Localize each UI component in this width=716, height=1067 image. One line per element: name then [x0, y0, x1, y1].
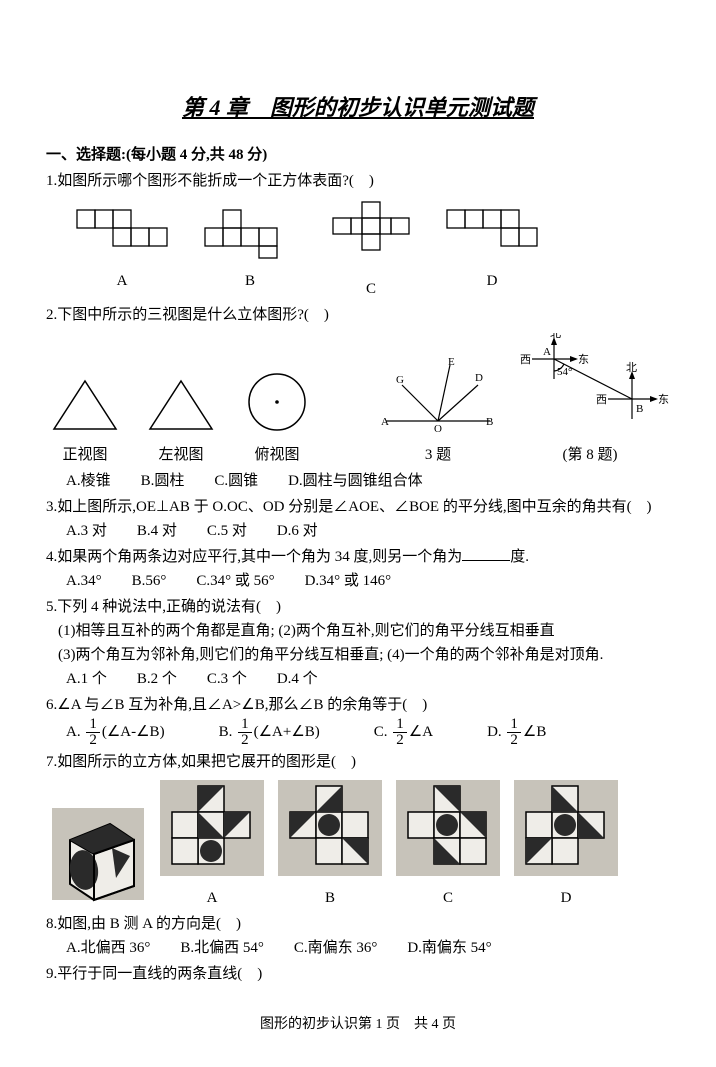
- q4-blank: [462, 546, 510, 561]
- q6-opt-b: B. 12(∠A+∠B): [219, 717, 320, 748]
- q5-options: A.1 个 B.2 个 C.3 个 D.4 个: [66, 667, 670, 691]
- q2-front-view: 正视图: [50, 377, 120, 467]
- net-b-svg: [278, 780, 382, 876]
- q8-figure: 北东西 北东西 AB 54° (第 8 题): [510, 333, 670, 467]
- net-a-svg: [76, 209, 168, 259]
- q7-net-c: C: [396, 780, 500, 910]
- compass-svg: 北东西 北东西 AB 54°: [510, 333, 670, 433]
- frac-icon: 12: [507, 717, 521, 748]
- q2-options: A.棱锥 B.圆柱 C.圆锥 D.圆柱与圆锥组合体: [66, 469, 670, 493]
- q1-net-d: D: [446, 209, 538, 293]
- q3-options: A.3 对 B.4 对 C.5 对 D.6 对: [66, 519, 670, 543]
- triangle-left: [146, 377, 216, 433]
- q9-stem: 9.平行于同一直线的两条直线( ): [46, 962, 670, 986]
- q7-label-a: A: [160, 886, 264, 910]
- svg-text:北: 北: [550, 333, 561, 340]
- svg-text:E: E: [448, 356, 455, 368]
- q4-stem-pre: 4.如果两个角两条边对应平行,其中一个角为 34 度,则另一个角为: [46, 549, 462, 565]
- svg-text:54°: 54°: [557, 366, 572, 378]
- q7-net-b: B: [278, 780, 382, 910]
- net-d-svg: [514, 780, 618, 876]
- q1-net-a: A: [76, 209, 168, 293]
- page-footer: 图形的初步认识第 1 页 共 4 页: [46, 1014, 670, 1036]
- page-title: 第 4 章 图形的初步认识单元测试题: [46, 90, 670, 125]
- net-a-svg: [160, 780, 264, 876]
- svg-text:A: A: [543, 346, 551, 358]
- q3-figure: A O B D E G 3 题: [378, 355, 498, 467]
- q8-options: A.北偏西 36° B.北偏西 54° C.南偏东 36° D.南偏东 54°: [66, 936, 670, 960]
- exam-page: 第 4 章 图形的初步认识单元测试题 一、选择题:(每小题 4 分,共 48 分…: [0, 0, 716, 1067]
- q2-top-view: 俯视图: [242, 371, 312, 467]
- q7-net-d: D: [514, 780, 618, 910]
- circle-top: [242, 371, 312, 433]
- q6-stem: 6.∠A 与∠B 互为补角,且∠A>∠B,那么∠B 的余角等于( ): [46, 693, 670, 717]
- q7-cube: [50, 806, 146, 910]
- q6-opt-c: C. 12∠A: [374, 717, 433, 748]
- q7-net-a: A: [160, 780, 264, 910]
- svg-text:D: D: [475, 372, 483, 384]
- svg-text:A: A: [381, 416, 389, 428]
- q1-net-b: B: [204, 209, 296, 293]
- q7-label-d: D: [514, 886, 618, 910]
- svg-text:B: B: [636, 403, 643, 415]
- q2-diagrams: 正视图 左视图 俯视图 A O B D E: [50, 333, 670, 467]
- q6-opt-d: D. 12∠B: [487, 717, 546, 748]
- q1-label-b: B: [204, 269, 296, 293]
- frac-icon: 12: [86, 717, 100, 748]
- q7-diagrams: A B: [50, 780, 670, 910]
- svg-text:东: 东: [658, 393, 669, 406]
- q2-top-label: 俯视图: [242, 443, 312, 467]
- q6-opt-a: A. 12(∠A-∠B): [66, 717, 165, 748]
- q8-caption: (第 8 题): [510, 443, 670, 467]
- q7-label-c: C: [396, 886, 500, 910]
- svg-text:东: 东: [578, 353, 589, 366]
- q2-left-label: 左视图: [146, 443, 216, 467]
- cube-svg: [50, 806, 146, 902]
- svg-text:O: O: [434, 423, 442, 433]
- q1-label-d: D: [446, 269, 538, 293]
- q5-line1: (1)相等且互补的两个角都是直角; (2)两个角互补,则它们的角平分线互相垂直: [58, 619, 670, 643]
- q4-options: A.34° B.56° C.34° 或 56° D.34° 或 146°: [66, 569, 670, 593]
- frac-icon: 12: [393, 717, 407, 748]
- svg-text:西: 西: [596, 394, 607, 406]
- q8-stem: 8.如图,由 B 测 A 的方向是( ): [46, 912, 670, 936]
- q1-label-a: A: [76, 269, 168, 293]
- q6-options: A. 12(∠A-∠B) B. 12(∠A+∠B) C. 12∠A D. 12∠…: [66, 717, 670, 748]
- q4-stem: 4.如果两个角两条边对应平行,其中一个角为 34 度,则另一个角为 度.: [46, 545, 670, 569]
- q1-net-c: C: [332, 201, 410, 301]
- q2-left-view: 左视图: [146, 377, 216, 467]
- net-c-svg: [396, 780, 500, 876]
- net-c-svg: [332, 201, 410, 267]
- net-b-svg: [204, 209, 296, 259]
- q3-stem: 3.如上图所示,OE⊥AB 于 O.OC、OD 分别是∠AOE、∠BOE 的平分…: [46, 495, 670, 519]
- q1-stem: 1.如图所示哪个图形不能折成一个正方体表面?( ): [46, 169, 670, 193]
- rays-svg: A O B D E G: [378, 355, 498, 433]
- svg-text:西: 西: [520, 354, 531, 366]
- q1-label-c: C: [332, 277, 410, 301]
- net-d-svg: [446, 209, 538, 259]
- q5-stem: 5.下列 4 种说法中,正确的说法有( ): [46, 595, 670, 619]
- q1-diagrams: A B C: [76, 201, 670, 301]
- q7-label-b: B: [278, 886, 382, 910]
- q4-stem-post: 度.: [510, 549, 529, 565]
- q2-front-label: 正视图: [50, 443, 120, 467]
- svg-text:北: 北: [626, 361, 637, 374]
- q2-stem: 2.下图中所示的三视图是什么立体图形?( ): [46, 303, 670, 327]
- q3-caption: 3 题: [378, 443, 498, 467]
- triangle-front: [50, 377, 120, 433]
- q5-line2: (3)两个角互为邻补角,则它们的角平分线互相垂直; (4)一个角的两个邻补角是对…: [58, 643, 670, 667]
- q7-stem: 7.如图所示的立方体,如果把它展开的图形是( ): [46, 750, 670, 774]
- section-1-heading: 一、选择题:(每小题 4 分,共 48 分): [46, 143, 670, 167]
- frac-icon: 12: [238, 717, 252, 748]
- svg-text:B: B: [486, 416, 493, 428]
- svg-text:G: G: [396, 374, 404, 386]
